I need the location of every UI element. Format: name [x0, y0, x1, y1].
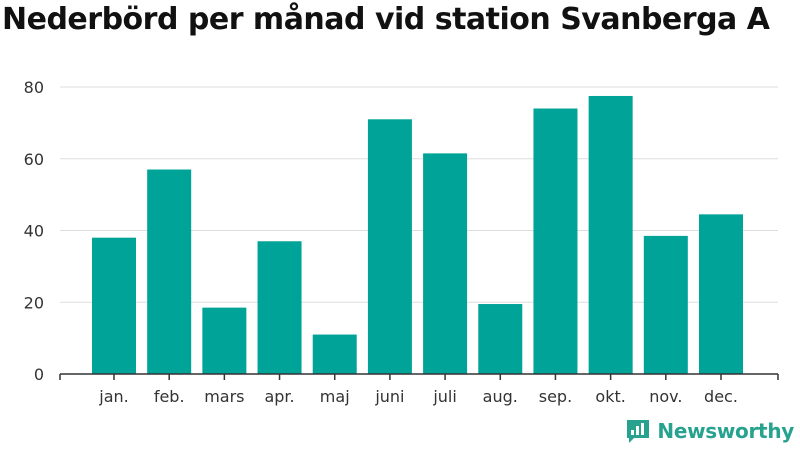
bar-4 — [312, 334, 357, 374]
x-tick-label: juli — [432, 387, 456, 406]
bars — [92, 95, 743, 375]
x-tick-label: okt. — [595, 387, 625, 406]
x-tick-label: dec. — [704, 387, 738, 406]
bar-7 — [478, 304, 523, 374]
x-tick-label: maj — [320, 387, 350, 406]
x-tick-label: juni — [374, 387, 404, 406]
bar-chart-icon — [627, 420, 650, 443]
y-tick-label: 60 — [24, 150, 44, 169]
chart-title: Nederbörd per månad vid station Svanberg… — [2, 2, 770, 37]
x-tick-label: mars — [204, 387, 244, 406]
y-tick-label: 80 — [24, 78, 44, 97]
x-tick-label: feb. — [154, 387, 185, 406]
bar-5 — [367, 119, 412, 374]
bar-3 — [257, 241, 302, 374]
brand-name: Newsworthy — [657, 419, 794, 443]
newsworthy-logo: Newsworthy — [625, 418, 794, 444]
bar-1 — [147, 169, 192, 374]
x-axis: jan. feb. mars apr. maj juni juli aug. sep. okt. n… — [59, 373, 779, 406]
y-tick-label: 20 — [24, 293, 44, 312]
x-tick-label: aug. — [483, 387, 518, 406]
x-tick-label: nov. — [649, 387, 682, 406]
bar-11 — [699, 214, 743, 374]
x-tick-label: sep. — [539, 387, 572, 406]
bar-8 — [533, 108, 578, 375]
bar-9 — [588, 95, 633, 374]
y-axis: 0 20 40 60 80 — [24, 78, 44, 384]
bar-6 — [423, 153, 468, 374]
y-tick-label: 40 — [24, 222, 44, 241]
bar-0 — [92, 237, 136, 374]
bar-2 — [202, 307, 247, 374]
x-tick-label: jan. — [98, 387, 128, 406]
x-tick-label: apr. — [264, 387, 294, 406]
y-tick-label: 0 — [34, 365, 44, 384]
bar-10 — [643, 235, 688, 374]
